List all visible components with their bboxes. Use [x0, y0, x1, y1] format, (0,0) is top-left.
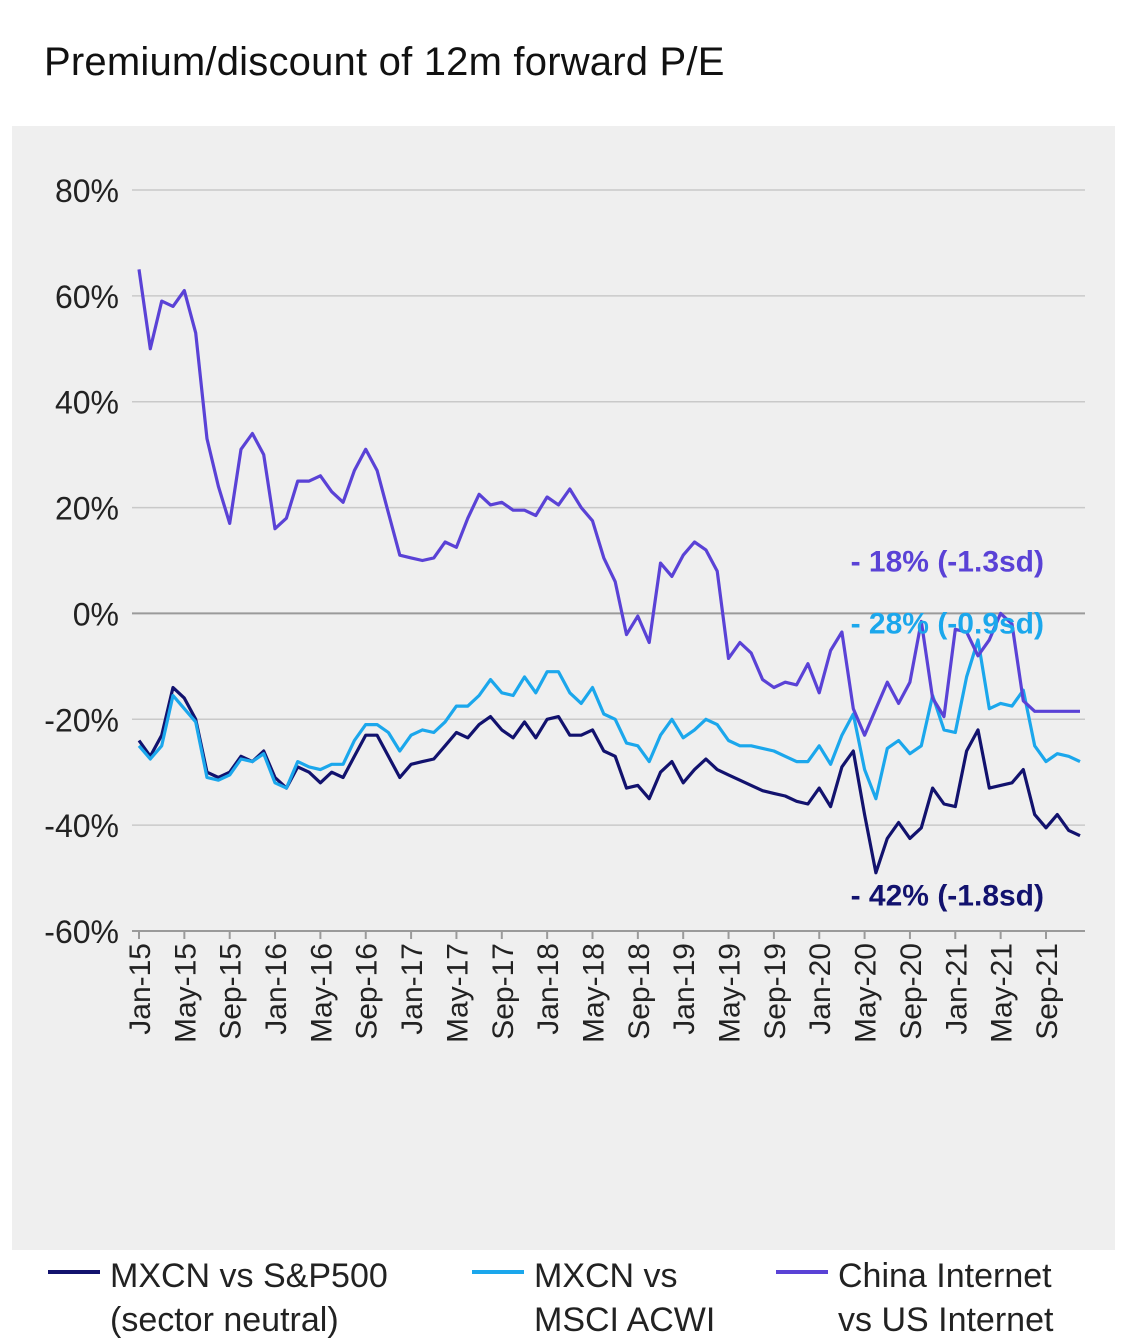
line-mxcn-sp500 [137, 685, 1081, 875]
x-tick-label: May-20 [850, 943, 883, 1043]
y-tick-label: -60% [44, 914, 119, 950]
x-tick-label: Jan-15 [124, 943, 157, 1035]
line-mxcn-acwi [137, 638, 1081, 801]
x-tick-label: May-15 [169, 943, 202, 1043]
x-tick-label: Jan-17 [396, 943, 429, 1035]
x-tick-label: Jan-21 [940, 943, 973, 1035]
x-tick-label: May-17 [441, 943, 474, 1043]
annotation-acwi: - 28% (-0.9sd) [851, 608, 1044, 641]
legend-label-internet: China Internet vs US Internet [838, 1257, 1054, 1339]
x-tick-label: May-18 [577, 943, 610, 1043]
x-tick-label: Jan-19 [668, 943, 701, 1035]
y-tick-label: 80% [55, 173, 119, 209]
x-tick-label: Sep-19 [759, 943, 792, 1040]
x-tick-label: May-16 [305, 943, 338, 1043]
x-tick-label: Sep-18 [623, 943, 656, 1040]
legend-label-acwi: MXCN vs MSCI ACWI [534, 1257, 716, 1339]
legend-swatch-sp500 [48, 1270, 100, 1274]
y-tick-label: -20% [44, 702, 119, 738]
annotation-china-internet: - 18% (-1.3sd) [851, 546, 1044, 579]
x-tick-label: Jan-18 [532, 943, 565, 1035]
x-tick-label: Jan-20 [804, 943, 837, 1035]
y-tick-label: 40% [55, 385, 119, 421]
legend-item-internet[interactable]: China Internet vs US Internet [776, 1254, 1053, 1342]
line-china-internet [137, 269, 1080, 737]
x-tick-label: Sep-15 [215, 943, 248, 1040]
x-tick-label: Jan-16 [260, 943, 293, 1035]
x-tick-label: Sep-20 [895, 943, 928, 1040]
x-tick-label: Sep-21 [1031, 943, 1064, 1040]
legend-item-acwi[interactable]: MXCN vs MSCI ACWI [472, 1254, 715, 1342]
x-tick-label: Sep-17 [487, 943, 520, 1040]
x-tick-label: May-21 [986, 943, 1019, 1043]
legend-label-sp500: MXCN vs S&P500 (sector neutral) [110, 1257, 388, 1339]
legend-item-sp500[interactable]: MXCN vs S&P500 (sector neutral) [48, 1254, 388, 1342]
line-chart: 80% 60% 40% 20% 0% -20% -40% -60%Jan-15 May-15 Se… [44, 173, 1085, 1043]
annotation-sp500: - 42% (-1.8sd) [851, 880, 1044, 913]
y-tick-label: -40% [44, 808, 119, 844]
y-tick-label: 0% [73, 596, 119, 632]
chart-title: Premium/discount of 12m forward P/E [44, 40, 725, 84]
x-tick-label: May-19 [714, 943, 747, 1043]
legend-swatch-internet [776, 1270, 828, 1274]
legend-swatch-acwi [472, 1270, 524, 1274]
y-tick-label: 20% [55, 491, 119, 527]
y-tick-label: 60% [55, 279, 119, 315]
x-tick-label: Sep-16 [351, 943, 384, 1040]
chart-panel: 80% 60% 40% 20% 0% -20% -40% -60% Jan-15 May-15 Se… [12, 126, 1115, 1339]
